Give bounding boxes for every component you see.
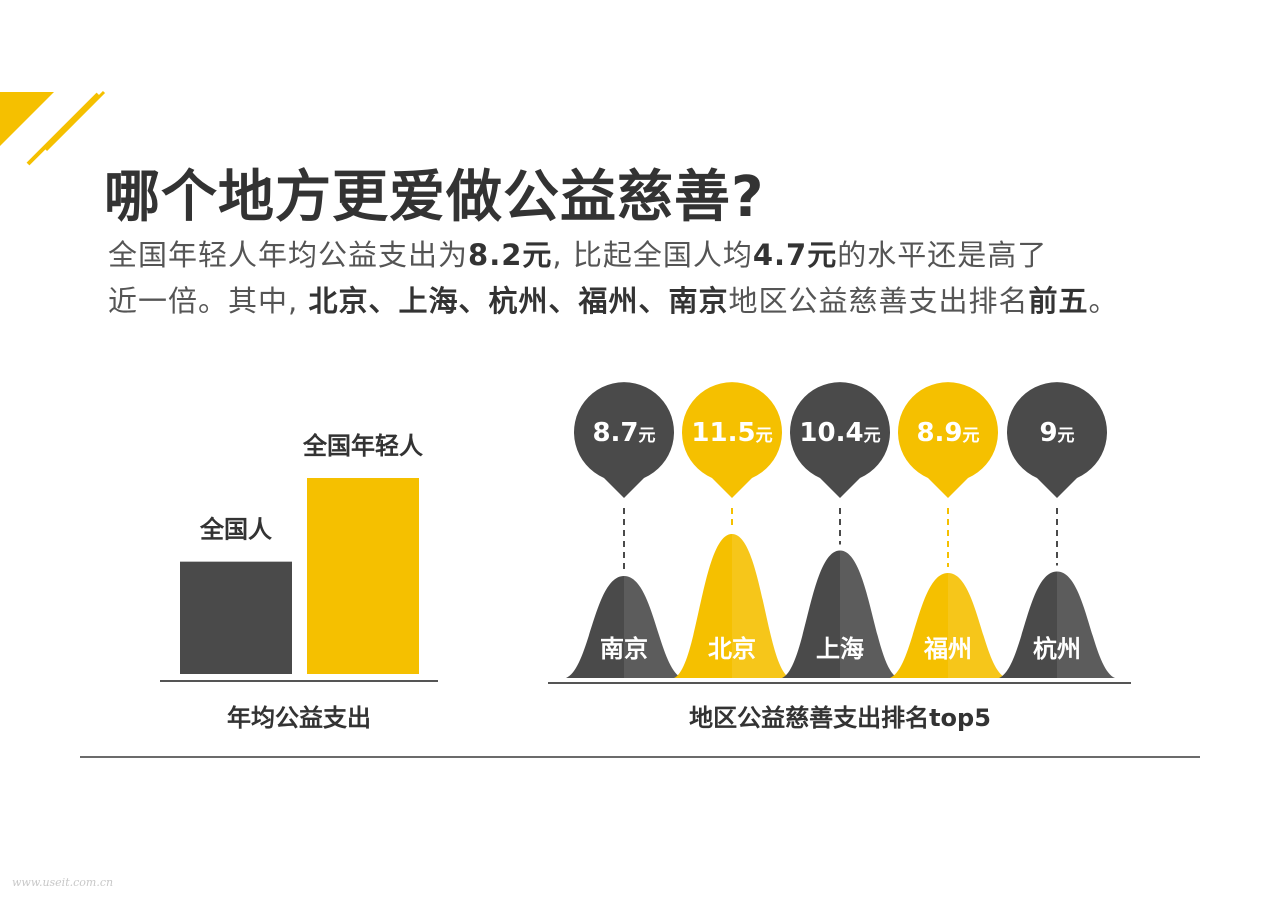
value-unit: 元 xyxy=(963,426,980,446)
subtitle-line-2: 近一倍。其中, 北京、上海、杭州、福州、南京地区公益慈善支出排名前五。 xyxy=(108,284,1119,318)
value-label: 10.4元 xyxy=(799,418,880,448)
mountain-2 xyxy=(674,534,790,678)
mountain-city-label: 福州 xyxy=(923,635,972,663)
value-number: 8.9 xyxy=(916,418,962,448)
top-five-emphasis: 前五 xyxy=(1028,284,1089,318)
mountain-highlight xyxy=(624,576,682,678)
watermark-text: www.useit.com.cn xyxy=(12,876,114,889)
value-pin-5 xyxy=(1006,382,1107,498)
value-number: 9 xyxy=(1039,418,1057,448)
value-pin-1 xyxy=(573,382,674,498)
mountain-chart-title: 地区公益慈善支出排名top5 xyxy=(689,704,991,732)
value-number: 10.4 xyxy=(799,418,863,448)
mountain-highlight xyxy=(732,534,790,678)
bar-category-label: 全国人 xyxy=(199,516,272,544)
value-label: 8.9元 xyxy=(916,418,979,448)
mountain-5 xyxy=(999,571,1115,678)
value-label: 9元 xyxy=(1039,418,1074,448)
value-pin-3 xyxy=(789,382,890,498)
value-number: 11.5 xyxy=(691,418,755,448)
value-pin-4 xyxy=(897,382,998,498)
value-label: 11.5元 xyxy=(691,418,772,448)
subtitle-paragraph: 全国年轻人年均公益支出为8.2元, 比起全国人均4.7元的水平还是高了 近一倍。… xyxy=(108,232,1208,324)
mountain-city-label: 上海 xyxy=(816,635,864,663)
mountain-1 xyxy=(566,576,682,678)
bar-category-label: 全国年轻人 xyxy=(302,432,423,460)
bar-chart-title: 年均公益支出 xyxy=(227,704,371,732)
bar-2 xyxy=(307,478,419,674)
mountain-city-label: 南京 xyxy=(600,635,648,663)
top-cities-list: 北京、上海、杭州、福州、南京 xyxy=(308,284,729,318)
mountain-highlight xyxy=(948,573,1006,678)
bottom-divider xyxy=(80,756,1200,758)
mountain-city-label: 杭州 xyxy=(1033,635,1081,663)
corner-stripes-decoration xyxy=(0,90,106,166)
value-unit: 元 xyxy=(756,426,773,446)
value-pin-2 xyxy=(681,382,782,498)
value-unit: 元 xyxy=(864,426,881,446)
mountain-highlight xyxy=(1057,571,1115,678)
mountain-city-label: 北京 xyxy=(708,635,756,663)
mountain-highlight xyxy=(840,550,898,678)
mountain-4 xyxy=(890,573,1006,678)
value-number: 8.7 xyxy=(592,418,638,448)
value-label: 8.7元 xyxy=(592,418,655,448)
national-avg-value: 4.7元 xyxy=(752,238,838,272)
youth-avg-value: 8.2元 xyxy=(468,238,553,272)
subtitle-line-1: 全国年轻人年均公益支出为8.2元, 比起全国人均4.7元的水平还是高了 xyxy=(108,238,1048,272)
value-unit: 元 xyxy=(639,426,656,446)
value-unit: 元 xyxy=(1058,426,1075,446)
bar-1 xyxy=(180,561,292,674)
page-title: 哪个地方更爱做公益慈善? xyxy=(104,165,765,230)
mountain-3 xyxy=(782,550,898,678)
